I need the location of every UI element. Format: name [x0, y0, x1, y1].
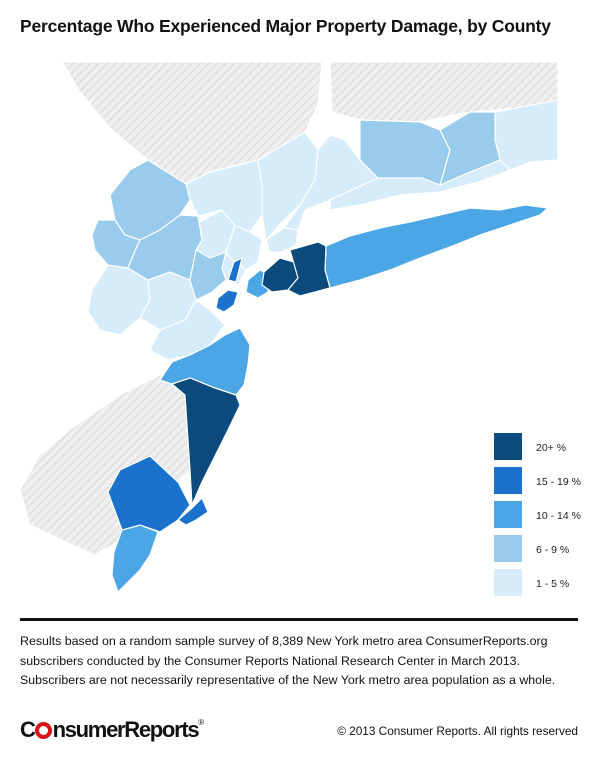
county-atlantic: [107, 455, 191, 533]
legend-swatch: [494, 569, 522, 596]
county-westchester: [282, 134, 380, 231]
legend-label: 10 - 14 %: [536, 510, 581, 522]
footnote: Results based on a random sample survey …: [20, 632, 580, 691]
footnote-line: subscribers conducted by the Consumer Re…: [20, 653, 521, 668]
footnote-line: Results based on a random sample survey …: [20, 634, 548, 648]
county-ocean-shore: [176, 496, 209, 526]
county-upstate-b: [257, 131, 319, 242]
range-10-14-counties: [111, 204, 550, 594]
range-20-plus-counties: [170, 241, 331, 506]
county-nassau: [287, 241, 331, 297]
footnote-line: Subscribers are not necessarily represen…: [20, 673, 556, 687]
county-windham: [494, 99, 559, 171]
range-6-9-counties: [91, 111, 501, 301]
map-title: Percentage Who Experienced Major Propert…: [20, 16, 551, 36]
divider: [20, 618, 578, 621]
legend-label: 6 - 9 %: [536, 544, 570, 556]
copyright: © 2013 Consumer Reports. All rights rese…: [337, 724, 578, 738]
county-staten-island: [215, 289, 239, 313]
range-15-19-counties: [107, 256, 243, 533]
county-manhattan-strip: [227, 256, 243, 283]
county-middlesex-ct: [439, 111, 501, 187]
county-map: [19, 62, 559, 594]
legend-swatch: [494, 467, 522, 494]
no-data-regions: [19, 62, 559, 556]
county-suffolk: [324, 204, 550, 289]
legend-swatch: [494, 535, 522, 562]
legend-label: 15 - 19 %: [536, 476, 581, 488]
county-ocean: [170, 377, 241, 506]
legend-swatch: [494, 501, 522, 528]
legend-item: 6 - 9 %: [494, 535, 594, 569]
legend-item: 1 - 5 %: [494, 569, 594, 603]
legend-item: 10 - 14 %: [494, 501, 594, 535]
legend-label: 1 - 5 %: [536, 578, 570, 590]
legend-item: 20+ %: [494, 433, 594, 467]
legend-item: 15 - 19 %: [494, 467, 594, 501]
legend-swatch: [494, 433, 522, 460]
county-essex: [189, 249, 227, 301]
map-legend: 20+ % 15 - 19 % 10 - 14 % 6 - 9 % 1 - 5 …: [494, 433, 594, 603]
logo-ring-icon: [34, 722, 52, 739]
county-middlesex: [149, 299, 226, 361]
legend-label: 20+ %: [536, 442, 567, 454]
county-bronx: [265, 227, 299, 253]
